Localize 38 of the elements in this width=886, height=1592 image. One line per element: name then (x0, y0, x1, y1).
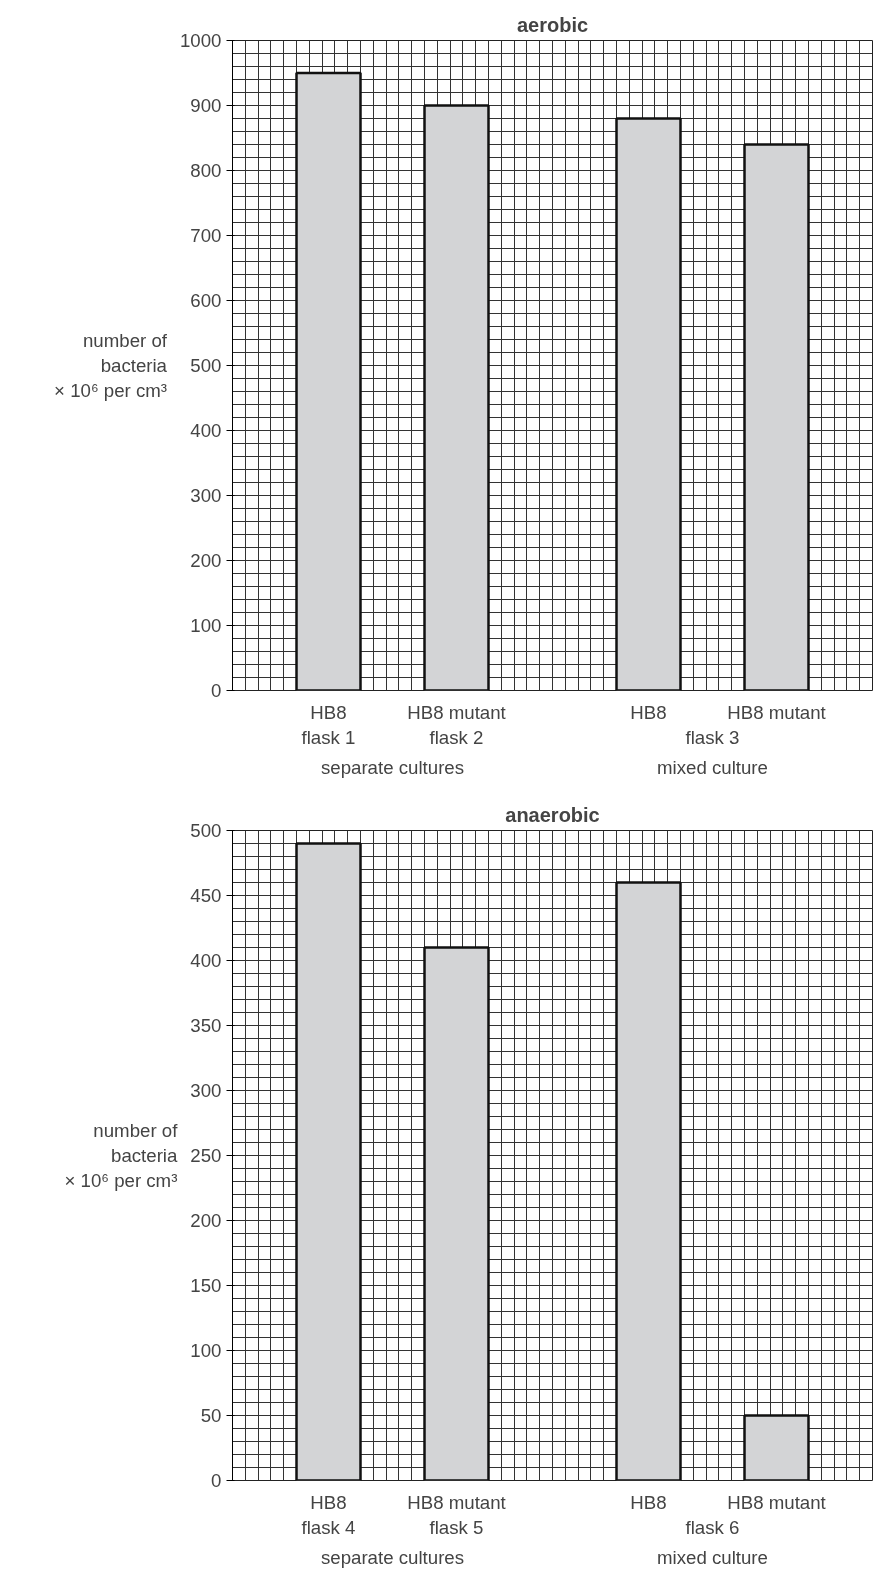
y-tick-label: 700 (190, 225, 222, 246)
x-tick-label: HB8 mutant (727, 1491, 827, 1513)
y-tick-label: 200 (190, 550, 222, 571)
x-tick-label: HB8 (630, 701, 667, 723)
y-axis-title: number of bacteria × 10⁶ per cm³ (64, 1119, 179, 1192)
y-tick-label: 100 (190, 615, 222, 636)
x-tick-label: HB8 mutant (727, 701, 827, 723)
y-tick-label: 100 (190, 1340, 222, 1361)
y-tick-label: 350 (190, 1015, 222, 1036)
y-tick-label: 150 (190, 1275, 222, 1296)
text: separate cultures (320, 756, 465, 778)
y-tick-label: 0 (211, 680, 222, 701)
y-tick-label: 450 (190, 885, 222, 906)
x-tick-label: HB8 mutant flask 2 (407, 701, 507, 748)
y-tick-label: 1000 (180, 30, 222, 51)
y-axis-title: number of bacteria × 10⁶ per cm³ (54, 329, 168, 402)
y-tick-label: 200 (190, 1210, 222, 1231)
chart-title: anaerobic (505, 803, 600, 826)
y-tick-label: 300 (190, 1080, 222, 1101)
y-tick-label: 500 (190, 820, 222, 841)
x-tick-label: HB8 mutant flask 5 (407, 1491, 507, 1538)
text: flask 3 (685, 726, 740, 748)
y-tick-label: 600 (190, 290, 222, 311)
text: mixed culture (657, 1546, 768, 1568)
y-tick-label: 500 (190, 355, 222, 376)
y-tick-label: 0 (211, 1470, 222, 1491)
text: flask 6 (685, 1516, 740, 1538)
chart-title: aerobic (516, 13, 589, 36)
text: separate cultures (320, 1546, 465, 1568)
y-tick-label: 250 (190, 1145, 222, 1166)
y-tick-label: 900 (190, 95, 222, 116)
x-tick-label: HB8 (630, 1491, 667, 1513)
y-tick-label: 400 (190, 950, 222, 971)
y-tick-label: 800 (190, 160, 222, 181)
y-tick-label: 300 (190, 485, 222, 506)
y-tick-label: 50 (200, 1405, 222, 1426)
text: mixed culture (657, 756, 768, 778)
y-tick-label: 400 (190, 420, 222, 441)
